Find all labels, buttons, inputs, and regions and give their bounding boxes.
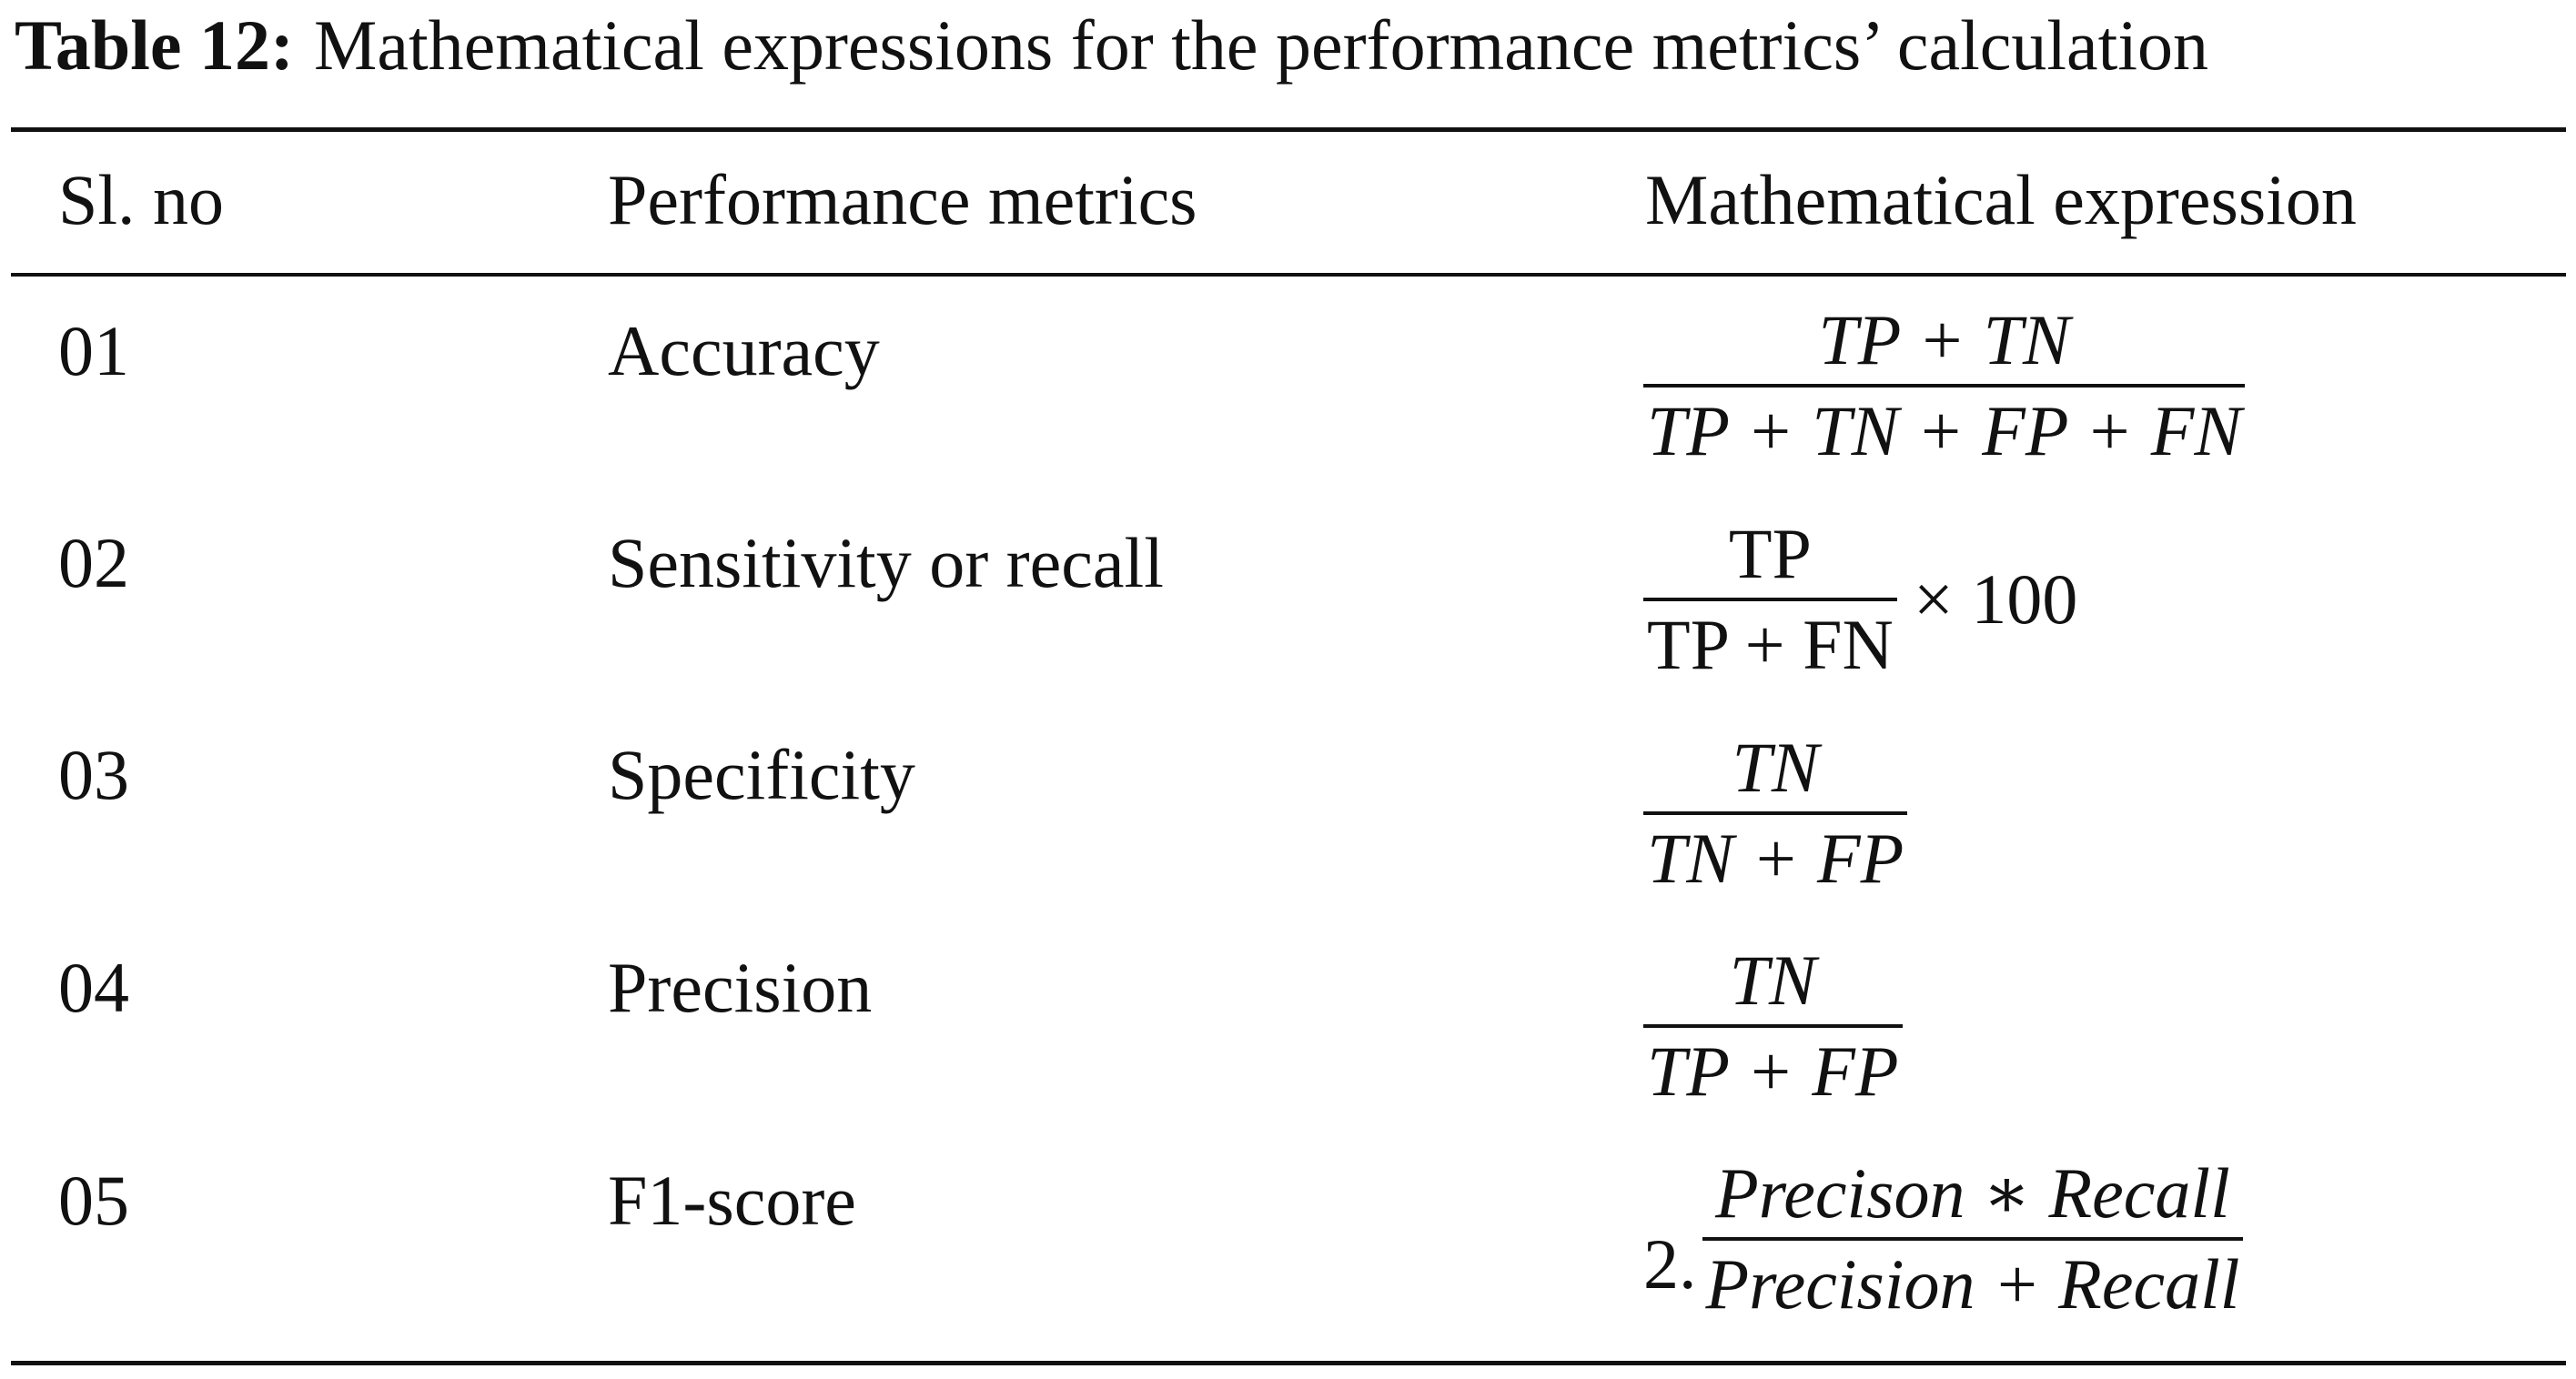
fraction: TN TP + FP bbox=[1643, 937, 1903, 1115]
row-4-formula: TN TP + FP bbox=[1643, 937, 1903, 1115]
row-2-metric: Sensitivity or recall bbox=[608, 523, 1164, 602]
table-top-rule bbox=[11, 127, 2566, 132]
fraction-bar bbox=[1643, 811, 1908, 815]
row-4-metric: Precision bbox=[608, 948, 873, 1027]
row-2-sl-no: 02 bbox=[58, 523, 129, 602]
formula-prefix: 2. bbox=[1643, 1224, 1697, 1304]
denominator: TP + FN bbox=[1647, 605, 1894, 684]
header-sl-no: Sl. no bbox=[58, 160, 225, 239]
row-3-sl-no: 03 bbox=[58, 735, 129, 814]
row-5-sl-no: 05 bbox=[58, 1161, 129, 1240]
row-2-formula: TP TP + FN × 100 bbox=[1643, 510, 2077, 689]
table-caption-text: Mathematical expressions for the perform… bbox=[314, 5, 2209, 85]
row-3-metric: Specificity bbox=[608, 735, 915, 814]
table-header-rule bbox=[11, 273, 2566, 277]
table-bottom-rule bbox=[11, 1361, 2566, 1365]
row-5-metric: F1-score bbox=[608, 1161, 856, 1240]
fraction-bar bbox=[1702, 1237, 2244, 1241]
denominator: TP + TN + FP + FN bbox=[1647, 391, 2242, 470]
header-mathematical-expression: Mathematical expression bbox=[1645, 160, 2357, 239]
row-3-formula: TN TN + FP bbox=[1643, 724, 1908, 902]
fraction-bar bbox=[1643, 384, 2246, 388]
fraction-bar bbox=[1643, 1024, 1903, 1028]
fraction-bar bbox=[1643, 598, 1897, 601]
denominator: TP + FP bbox=[1647, 1032, 1899, 1111]
table-caption: Table 12: Mathematical expressions for th… bbox=[15, 4, 2208, 87]
denominator: Precision + Recall bbox=[1705, 1244, 2240, 1324]
numerator: Precison ∗ Recall bbox=[1715, 1153, 2230, 1233]
fraction: Precison ∗ Recall Precision + Recall bbox=[1702, 1150, 2244, 1328]
denominator: TN + FP bbox=[1647, 819, 1904, 898]
row-1-formula: TP + TN TP + TN + FP + FN bbox=[1643, 297, 2246, 475]
table-caption-label: Table 12: bbox=[15, 5, 295, 85]
row-1-metric: Accuracy bbox=[608, 311, 880, 390]
numerator: TN bbox=[1729, 941, 1816, 1020]
fraction: TP TP + FN bbox=[1643, 510, 1897, 689]
fraction: TN TN + FP bbox=[1643, 724, 1908, 902]
row-4-sl-no: 04 bbox=[58, 948, 129, 1027]
numerator: TP bbox=[1728, 514, 1812, 593]
numerator: TP + TN bbox=[1818, 300, 2071, 379]
row-5-formula: 2. Precison ∗ Recall Precision + Recall bbox=[1643, 1150, 2244, 1328]
formula-suffix: × 100 bbox=[1913, 559, 2078, 639]
fraction: TP + TN TP + TN + FP + FN bbox=[1643, 297, 2246, 475]
row-1-sl-no: 01 bbox=[58, 311, 129, 390]
numerator: TN bbox=[1732, 728, 1819, 807]
header-performance-metrics: Performance metrics bbox=[608, 160, 1197, 239]
